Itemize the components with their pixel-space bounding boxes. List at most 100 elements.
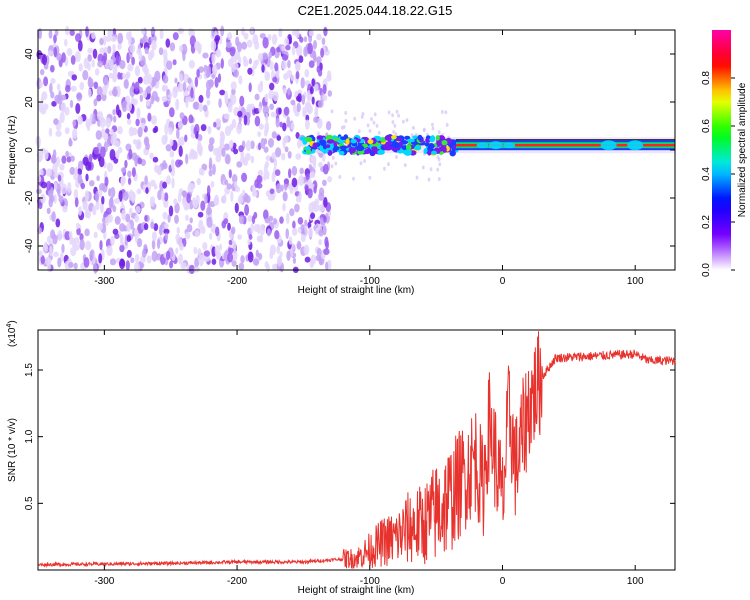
spectrogram-cell	[429, 167, 433, 172]
spectrogram-cell	[226, 41, 232, 49]
carrier-blob	[503, 142, 516, 149]
spectrogram-cell	[156, 238, 161, 250]
spectrogram-cell	[129, 43, 136, 54]
spectrogram-cell	[101, 195, 105, 205]
spectrogram-cell	[283, 135, 289, 144]
spectrogram-cell	[177, 137, 183, 148]
spectrogram-cell	[266, 170, 270, 180]
spectrogram-cell	[57, 188, 61, 197]
spectrogram-cell	[387, 110, 391, 115]
spectrogram-cell	[248, 58, 253, 65]
spectrogram-cell	[47, 189, 54, 199]
spectrogram-cell	[174, 77, 178, 84]
spectrogram-cell	[267, 33, 272, 41]
spectrogram-cell	[247, 239, 251, 246]
spectrogram-cell	[227, 222, 231, 231]
spectrogram-cell	[53, 172, 60, 179]
spectrogram-cell	[292, 220, 296, 229]
spectrogram-cell	[110, 128, 114, 136]
spectrogram-cell	[281, 60, 287, 70]
spectrogram-cell	[178, 253, 183, 265]
spectrogram-cell	[193, 126, 198, 135]
spectrogram-cell	[89, 250, 94, 261]
spectrogram-cell	[185, 153, 189, 165]
spectrogram-cell	[271, 131, 277, 139]
spectrogram-cell	[295, 44, 303, 57]
spectrogram-cell	[264, 93, 269, 103]
signal-cell	[322, 149, 329, 154]
spectrogram-cell	[87, 77, 94, 89]
spectrogram-cell	[53, 182, 58, 191]
spectrogram-cell	[65, 150, 69, 158]
spectrogram-cell	[40, 68, 45, 76]
spectrogram-cell	[182, 49, 186, 62]
spectrogram-cell	[131, 167, 136, 178]
spectrogram-cell	[112, 28, 117, 35]
spectrogram-cell	[161, 96, 168, 103]
signal-cell	[355, 138, 361, 143]
spectrogram-cell	[74, 166, 78, 177]
spectrogram-cell	[206, 99, 211, 106]
spectrogram-cell	[86, 122, 91, 132]
spectrogram-cell	[421, 165, 425, 170]
spectrogram-cell	[223, 113, 230, 120]
spectrogram-cell	[200, 124, 207, 132]
spectrogram-cell	[38, 168, 44, 177]
spectrogram-cell	[283, 178, 290, 185]
spectrogram-cell	[312, 159, 317, 170]
spectrogram-cell	[250, 155, 255, 164]
spectrogram-cell	[287, 87, 291, 96]
spectrogram-cell	[141, 28, 146, 35]
spectrogram-cell	[387, 162, 390, 167]
signal-cell	[384, 146, 393, 151]
signal-cell	[401, 145, 408, 151]
spectrogram-cell	[200, 200, 206, 211]
spectrogram-cell	[314, 83, 319, 92]
spectrogram-cell	[233, 62, 239, 70]
spectrogram-cell	[117, 126, 123, 135]
spectrogram-cell	[107, 135, 111, 147]
spectrogram-cell	[78, 205, 82, 216]
spectrogram-cell	[202, 52, 209, 59]
spectrogram-cell	[330, 109, 334, 114]
spectrogram-cell	[149, 196, 156, 207]
signal-cell	[425, 138, 431, 143]
spectrogram-cell	[153, 183, 158, 190]
spectrogram-cell	[39, 80, 43, 88]
spectrogram-cell	[217, 73, 222, 83]
spectrogram-cell	[172, 87, 178, 99]
spectrogram-cell	[308, 226, 313, 238]
spectrogram-cell	[184, 134, 188, 143]
spectrogram-cell	[310, 254, 317, 266]
spectrogram-cell	[431, 122, 434, 127]
spectrogram-cell	[315, 254, 321, 262]
signal-cell	[357, 149, 365, 155]
signal-cell	[371, 146, 378, 151]
spectrogram-cell	[84, 209, 89, 219]
spectrogram-cell	[123, 78, 129, 89]
spectrogram-cell	[262, 105, 270, 116]
spectrogram-cell	[237, 234, 242, 240]
spectrogram-cell	[149, 152, 154, 160]
spectrogram-cell	[219, 89, 226, 96]
spectrogram-cell	[70, 155, 75, 162]
signal-cell	[305, 146, 311, 151]
spectrogram-cell	[193, 246, 198, 255]
spectrogram-cell	[93, 231, 98, 239]
spectrogram-cell	[48, 127, 53, 137]
spectrogram-cell	[248, 234, 253, 240]
signal-cell	[391, 135, 397, 140]
snr-x-tick-label: -200	[227, 576, 247, 587]
colorbar-label: Normalized spectral amplitude	[737, 82, 748, 217]
spectrogram-cell	[126, 249, 132, 258]
spectrogram-cell	[283, 73, 289, 80]
spectrogram-cell	[57, 174, 62, 182]
spectrogram-cell	[288, 37, 292, 44]
signal-cell	[312, 142, 318, 149]
signal-cell	[325, 134, 334, 141]
spectrogram-cell	[437, 157, 441, 162]
spectrogram-cell	[55, 130, 62, 137]
spectrogram-cell	[168, 127, 173, 136]
spectrogram-cell	[267, 138, 275, 148]
spectrogram-cell	[134, 232, 139, 243]
